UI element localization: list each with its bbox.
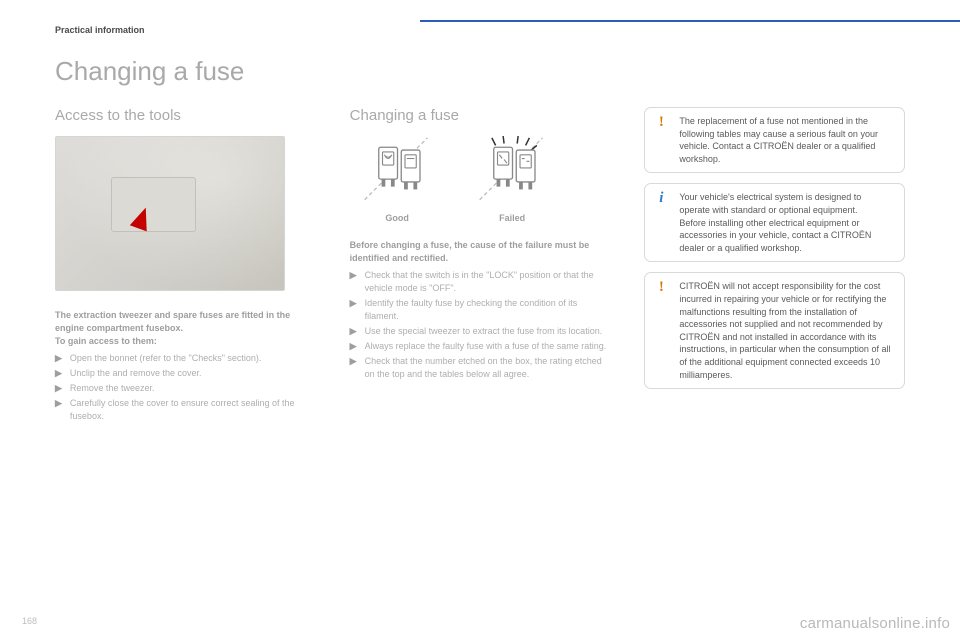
fuse-good-caption: Good bbox=[360, 213, 435, 223]
bullet-icon: ▶ bbox=[55, 352, 62, 365]
columns: Access to the tools The extraction tweez… bbox=[55, 107, 905, 425]
list-item: ▶ Identify the faulty fuse by checking th… bbox=[350, 297, 611, 323]
page-number: 168 bbox=[22, 616, 37, 626]
col2-heading: Changing a fuse bbox=[350, 107, 611, 124]
info-icon: i bbox=[654, 191, 668, 205]
list-item: ▶ Open the bonnet (refer to the "Checks" … bbox=[55, 352, 316, 365]
col2-para: Before changing a fuse, the cause of the… bbox=[350, 240, 590, 263]
page-content: Practical information Changing a fuse Ac… bbox=[0, 0, 960, 425]
bullet-text: Remove the tweezer. bbox=[70, 382, 155, 395]
col1-bullets: ▶ Open the bonnet (refer to the "Checks" … bbox=[55, 352, 316, 423]
list-item: ▶ Unclip the and remove the cover. bbox=[55, 367, 316, 380]
bullet-icon: ▶ bbox=[350, 269, 357, 295]
column-access-tools: Access to the tools The extraction tweez… bbox=[55, 107, 316, 425]
bullet-text: Open the bonnet (refer to the "Checks" s… bbox=[70, 352, 262, 365]
fuse-figures: Good bbox=[360, 136, 611, 223]
watermark: carmanualsonline.info bbox=[800, 615, 950, 632]
section-label: Practical information bbox=[55, 25, 145, 35]
bullet-text: Check that the number etched on the box,… bbox=[365, 355, 611, 381]
info-callout: i Your vehicle's electrical system is de… bbox=[644, 183, 905, 262]
bullet-text: Carefully close the cover to ensure corr… bbox=[70, 397, 316, 423]
column-callouts: ! The replacement of a fuse not mentione… bbox=[644, 107, 905, 425]
col2-bullets: ▶ Check that the switch is in the "LOCK" … bbox=[350, 269, 611, 381]
list-item: ▶ Carefully close the cover to ensure cor… bbox=[55, 397, 316, 423]
warning-callout-2: ! CITROËN will not accept responsibility… bbox=[644, 272, 905, 389]
callout-text: The replacement of a fuse not mentioned … bbox=[679, 116, 878, 164]
bullet-text: Unclip the and remove the cover. bbox=[70, 367, 202, 380]
fuse-failed-caption: Failed bbox=[475, 213, 550, 223]
list-item: ▶ Always replace the faulty fuse with a f… bbox=[350, 340, 611, 353]
fuse-failed-figure: Failed bbox=[475, 136, 550, 223]
warning-icon: ! bbox=[654, 115, 668, 129]
fuse-good-icon bbox=[360, 136, 435, 211]
list-item: ▶ Use the special tweezer to extract the … bbox=[350, 325, 611, 338]
bullet-icon: ▶ bbox=[55, 367, 62, 380]
bullet-icon: ▶ bbox=[350, 325, 357, 338]
column-changing-fuse: Changing a fuse bbox=[350, 107, 611, 425]
col1-para1: The extraction tweezer and spare fuses a… bbox=[55, 310, 290, 333]
bullet-icon: ▶ bbox=[350, 355, 357, 381]
callout-text: Your vehicle's electrical system is desi… bbox=[679, 192, 871, 252]
bullet-icon: ▶ bbox=[350, 297, 357, 323]
warning-icon: ! bbox=[654, 280, 668, 294]
fuse-failed-icon bbox=[475, 136, 550, 211]
bullet-text: Identify the faulty fuse by checking the… bbox=[365, 297, 611, 323]
page-title: Changing a fuse bbox=[55, 56, 905, 87]
callout-text: CITROËN will not accept responsibility f… bbox=[679, 281, 890, 379]
col1-intro: The extraction tweezer and spare fuses a… bbox=[55, 309, 316, 348]
list-item: ▶ Check that the switch is in the "LOCK" … bbox=[350, 269, 611, 295]
bullet-icon: ▶ bbox=[350, 340, 357, 353]
bullet-icon: ▶ bbox=[55, 382, 62, 395]
header-rule bbox=[420, 20, 960, 22]
fuse-good-figure: Good bbox=[360, 136, 435, 223]
col1-para2: To gain access to them: bbox=[55, 336, 157, 346]
list-item: ▶ Check that the number etched on the box… bbox=[350, 355, 611, 381]
col1-heading: Access to the tools bbox=[55, 107, 316, 124]
list-item: ▶ Remove the tweezer. bbox=[55, 382, 316, 395]
bullet-text: Always replace the faulty fuse with a fu… bbox=[365, 340, 607, 353]
photo-fusebox-lid bbox=[111, 177, 196, 232]
col2-intro: Before changing a fuse, the cause of the… bbox=[350, 239, 611, 265]
bullet-text: Use the special tweezer to extract the f… bbox=[365, 325, 603, 338]
engine-fusebox-photo bbox=[55, 136, 285, 291]
header-bar: Practical information bbox=[55, 20, 905, 38]
bullet-text: Check that the switch is in the "LOCK" p… bbox=[365, 269, 611, 295]
bullet-icon: ▶ bbox=[55, 397, 62, 423]
warning-callout-1: ! The replacement of a fuse not mentione… bbox=[644, 107, 905, 173]
